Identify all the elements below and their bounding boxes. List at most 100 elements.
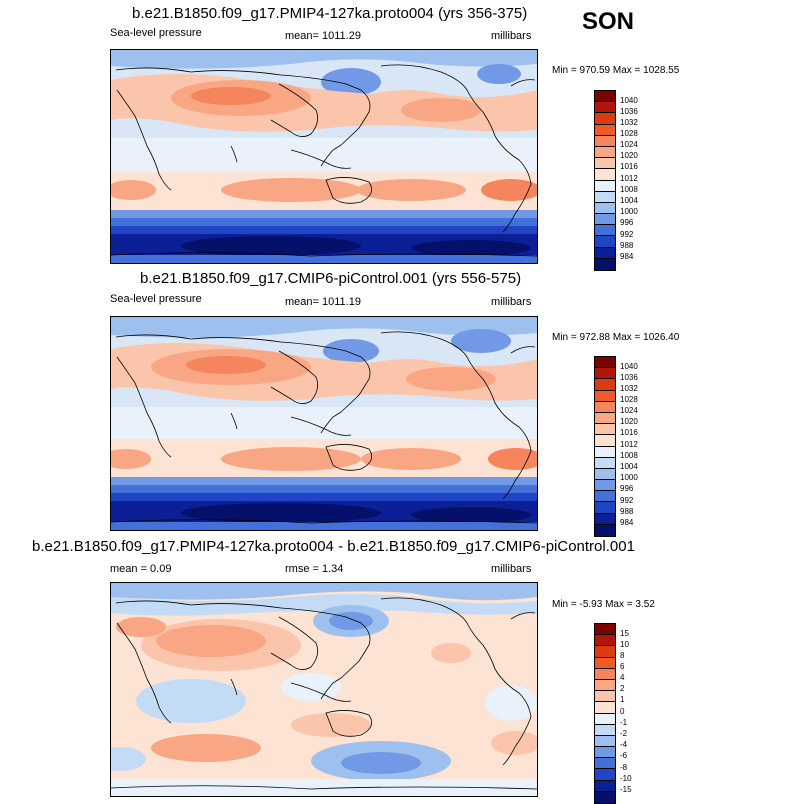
colorbar-tick-label: -2 <box>620 729 628 738</box>
panel-3-mean-label: mean = 0.09 <box>110 563 172 575</box>
panel-3-colorbar-swatch <box>595 713 615 725</box>
panel-1-colorbar-swatch <box>595 247 615 259</box>
panel-2-colorbar-swatch <box>595 390 615 402</box>
panel-2-colorbar-swatch <box>595 468 615 481</box>
panel-3-colorbar-swatch <box>595 769 615 781</box>
panel-3-colorbar-swatch <box>595 691 615 703</box>
panel-1-units-label: millibars <box>491 30 532 42</box>
colorbar-tick-label: -1 <box>620 718 628 727</box>
panel-3-rmse-label: rmse = 1.34 <box>285 563 344 575</box>
panel-1-colorbar-swatch <box>595 236 615 248</box>
colorbar-tick-label: 1036 <box>620 373 638 382</box>
panel-1-mean-label: mean= 1011.29 <box>285 30 361 42</box>
colorbar-tick-label: 1040 <box>620 96 638 105</box>
colorbar-tick-label: 1000 <box>620 207 638 216</box>
colorbar-tick-label: 1032 <box>620 384 638 393</box>
panel-3-colorbar-swatch <box>595 758 615 770</box>
colorbar-tick-label: -15 <box>620 785 632 794</box>
panel-1-colorbar-swatch <box>595 102 615 114</box>
colorbar-tick-label: 6 <box>620 662 625 671</box>
colorbar-tick-label: 984 <box>620 518 634 527</box>
panel-1-colorbar-swatch <box>595 191 615 203</box>
panel-1-map <box>110 49 538 264</box>
panel-2-colorbar-swatch <box>595 480 615 492</box>
panel-2-colorbar-swatch <box>595 435 615 447</box>
colorbar-tick-label: 10 <box>620 640 629 649</box>
colorbar-tick-label: -10 <box>620 774 632 783</box>
colorbar-tick-label: 8 <box>620 651 625 660</box>
panel-2-units-label: millibars <box>491 296 532 308</box>
colorbar-tick-label: 0 <box>620 707 625 716</box>
colorbar-tick-label: 1012 <box>620 174 638 183</box>
panel-3-colorbar-swatch <box>595 747 615 759</box>
panel-1-colorbar-swatch <box>595 124 615 136</box>
panel-2-mean-label: mean= 1011.19 <box>285 296 361 308</box>
colorbar-tick-label: 1008 <box>620 185 638 194</box>
panel-2-map-field <box>111 317 537 530</box>
panel-3-colorbar <box>594 623 616 804</box>
panel-2-colorbar-swatch <box>595 412 615 425</box>
panel-3-map <box>110 582 538 797</box>
panel-2-minmax: Min = 972.88 Max = 1026.40 <box>552 332 680 343</box>
panel-3-colorbar-swatch <box>595 624 615 636</box>
panel-1-colorbar-swatch <box>595 258 615 270</box>
panel-2-colorbar-swatch <box>595 513 615 525</box>
colorbar-tick-label: 1000 <box>620 473 638 482</box>
colorbar-tick-label: 1024 <box>620 140 638 149</box>
panel-1-variable-label: Sea-level pressure <box>110 27 202 39</box>
panel-2-title: b.e21.B1850.f09_g17.CMIP6-piControl.001 … <box>140 270 522 287</box>
season-label: SON <box>582 8 635 35</box>
colorbar-tick-label: 988 <box>620 507 634 516</box>
panel-3-minmax: Min = -5.93 Max = 3.52 <box>552 599 655 610</box>
panel-2-colorbar-swatch <box>595 368 615 380</box>
panel-1-colorbar-swatch <box>595 91 615 103</box>
colorbar-tick-label: 1040 <box>620 362 638 371</box>
panel-1-title: b.e21.B1850.f09_g17.PMIP4-127ka.proto004… <box>132 5 528 22</box>
panel-2-colorbar-swatch <box>595 379 615 391</box>
panel-2-colorbar-swatch <box>595 491 615 503</box>
colorbar-tick-label: 2 <box>620 684 625 693</box>
colorbar-tick-label: 1004 <box>620 196 638 205</box>
panel-2-colorbar-swatch <box>595 524 615 536</box>
colorbar-tick-label: 1020 <box>620 151 638 160</box>
panel-2-colorbar-swatch <box>595 357 615 369</box>
colorbar-tick-label: 1012 <box>620 440 638 449</box>
colorbar-tick-label: 984 <box>620 252 634 261</box>
colorbar-tick-label: 996 <box>620 218 634 227</box>
panel-1-colorbar <box>594 90 616 271</box>
colorbar-tick-label: 4 <box>620 673 625 682</box>
panel-1-colorbar-swatch <box>595 146 615 159</box>
colorbar-tick-label: 1004 <box>620 462 638 471</box>
panel-3-colorbar-swatch <box>595 791 615 803</box>
panel-1-colorbar-swatch <box>595 180 615 192</box>
panel-3-colorbar-swatch <box>595 724 615 736</box>
colorbar-tick-label: 1016 <box>620 428 638 437</box>
panel-2-colorbar-swatch <box>595 424 615 436</box>
panel-3-colorbar-swatch <box>595 735 615 748</box>
colorbar-tick-label: 1032 <box>620 118 638 127</box>
colorbar-tick-label: 1020 <box>620 417 638 426</box>
panel-3-units-label: millibars <box>491 563 532 575</box>
colorbar-tick-label: 1008 <box>620 451 638 460</box>
panel-3-colorbar-swatch <box>595 679 615 692</box>
panel-2-variable-label: Sea-level pressure <box>110 293 202 305</box>
panel-3-colorbar-swatch <box>595 668 615 680</box>
panel-1-colorbar-swatch <box>595 202 615 215</box>
colorbar-tick-label: 988 <box>620 241 634 250</box>
colorbar-tick-label: -6 <box>620 751 628 760</box>
panel-1-minmax: Min = 970.59 Max = 1028.55 <box>552 65 680 76</box>
panel-2-colorbar-swatch <box>595 502 615 514</box>
colorbar-tick-label: 1036 <box>620 107 638 116</box>
panel-1-colorbar-swatch <box>595 135 615 147</box>
panel-1-colorbar-swatch <box>595 113 615 125</box>
colorbar-tick-label: 992 <box>620 496 634 505</box>
panel-2-colorbar-swatch <box>595 401 615 413</box>
panel-3-colorbar-swatch <box>595 646 615 658</box>
panel-3-map-field <box>111 583 537 796</box>
colorbar-tick-label: 15 <box>620 629 629 638</box>
colorbar-tick-label: 1028 <box>620 129 638 138</box>
panel-3-title: b.e21.B1850.f09_g17.PMIP4-127ka.proto004… <box>32 538 635 555</box>
panel-1-colorbar-swatch <box>595 158 615 170</box>
colorbar-tick-label: 992 <box>620 230 634 239</box>
colorbar-tick-label: 996 <box>620 484 634 493</box>
